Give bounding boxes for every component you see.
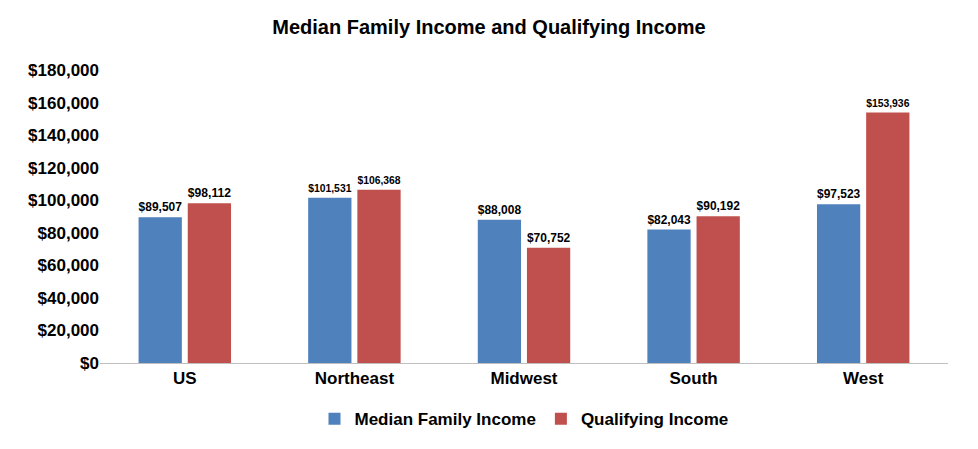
svg-text:Northeast: Northeast [315,369,395,388]
svg-text:$97,523: $97,523 [817,187,861,201]
svg-text:$140,000: $140,000 [28,126,99,145]
svg-text:$100,000: $100,000 [28,191,99,210]
svg-text:$180,000: $180,000 [28,61,99,80]
svg-text:$82,043: $82,043 [647,213,691,227]
svg-text:$40,000: $40,000 [38,289,99,308]
svg-text:$101,531: $101,531 [308,183,351,194]
svg-text:$120,000: $120,000 [28,159,99,178]
svg-text:$88,008: $88,008 [478,203,522,217]
svg-text:$160,000: $160,000 [28,94,99,113]
svg-text:$98,112: $98,112 [188,186,231,200]
svg-text:$0: $0 [80,354,99,373]
svg-text:US: US [173,369,197,388]
svg-text:$90,192: $90,192 [697,199,741,213]
svg-text:Median Family Income: Median Family Income [355,410,536,429]
svg-text:$153,936: $153,936 [866,98,909,109]
svg-text:Midwest: Midwest [490,369,557,388]
svg-text:$80,000: $80,000 [38,224,99,243]
svg-text:West: West [843,369,884,388]
svg-text:Qualifying Income: Qualifying Income [581,410,728,429]
svg-text:$106,368: $106,368 [357,175,400,186]
svg-text:$70,752: $70,752 [527,231,571,245]
svg-text:Median Family Income and Quali: Median Family Income and Qualifying Inco… [272,16,705,38]
svg-text:South: South [670,369,718,388]
svg-text:$89,507: $89,507 [139,200,183,214]
svg-text:$20,000: $20,000 [38,321,99,340]
svg-text:$60,000: $60,000 [38,256,99,275]
